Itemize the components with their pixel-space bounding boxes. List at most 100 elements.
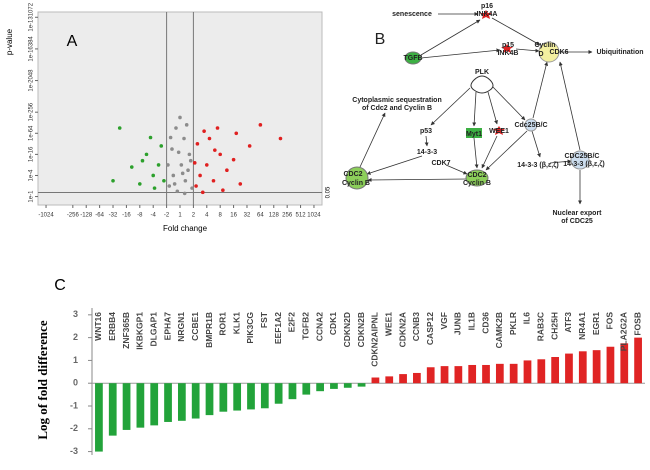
x-tick-label: 1024: [307, 213, 321, 219]
point: [225, 168, 229, 172]
point: [247, 144, 252, 148]
x-tick-label: VGF: [439, 312, 449, 329]
y-tick-label: 1e-131072: [29, 2, 35, 31]
y-tick-label: 3: [73, 309, 78, 319]
bar: [537, 359, 546, 384]
bar: [634, 337, 642, 384]
x-tick-label: -2: [164, 213, 170, 219]
bar: [233, 383, 242, 411]
point: [215, 126, 220, 130]
x-tick-label: KLK1: [231, 312, 241, 334]
node-label: of CDC25: [561, 218, 593, 225]
point: [238, 182, 243, 186]
y-tick-label: 0: [73, 378, 78, 388]
y-axis-title: Log of fold difference: [35, 320, 50, 439]
x-tick-label: CCNA2: [314, 312, 324, 342]
node-label: Cyclin: [534, 42, 555, 49]
bar: [177, 383, 186, 421]
point: [200, 190, 205, 195]
bar: [247, 383, 255, 410]
bar: [150, 383, 159, 426]
point: [187, 152, 192, 157]
bar: [509, 363, 518, 384]
x-tick-label: -16: [122, 213, 131, 219]
y-tick-label: 1e-16384: [29, 36, 35, 62]
x-tick-label: 256: [282, 213, 293, 219]
bar: [620, 343, 629, 384]
x-tick-label: WEE1: [383, 312, 393, 336]
bar: [371, 377, 380, 384]
node-label: Cyclin B: [463, 180, 491, 187]
x-tick-label: -32: [109, 213, 118, 219]
point: [190, 186, 194, 190]
bar: [205, 383, 214, 416]
node-icon: [493, 126, 505, 135]
node-label: D: [538, 51, 543, 58]
point: [174, 126, 178, 130]
node-icon: [524, 118, 538, 132]
x-tick-label: CDKN2AIPNL: [370, 312, 380, 367]
point: [152, 186, 157, 190]
point: [278, 136, 283, 141]
point: [186, 168, 190, 172]
node-icon: [470, 75, 494, 94]
bar: [95, 383, 103, 452]
bar: [440, 366, 449, 384]
x-tick-label: DLGAP1: [148, 312, 158, 347]
point: [188, 158, 193, 163]
point: [194, 184, 198, 188]
y-tick-label: 1: [73, 355, 78, 365]
node-label: Cyclin B: [342, 180, 370, 187]
x-tick-label: 16: [230, 213, 237, 219]
bar: [343, 383, 352, 388]
point: [218, 152, 222, 157]
point: [172, 182, 177, 186]
node-label: CDK6: [549, 49, 568, 56]
bar: [191, 383, 200, 419]
point: [156, 163, 161, 167]
x-tick-label: CH25H: [549, 312, 559, 340]
x-tick-label: FOSB: [632, 312, 642, 336]
x-tick-label: -1024: [38, 213, 54, 219]
x-tick-label: PKLR: [508, 312, 518, 335]
x-tick-label: NR4A1: [577, 312, 587, 340]
x-tick-label: TGFB2: [301, 312, 311, 340]
bar: [260, 383, 269, 409]
x-tick-label: PLA2G2A: [619, 312, 629, 351]
point: [171, 173, 176, 178]
node-label: PLK: [475, 69, 489, 76]
x-tick-label: ZNF365B: [121, 312, 131, 349]
point: [221, 188, 225, 193]
node-label: p16: [481, 3, 493, 10]
x-tick-label: ATF3: [563, 312, 573, 333]
point: [211, 178, 216, 183]
point: [184, 123, 189, 127]
x-tick-label: 512: [296, 213, 307, 219]
bar: [219, 383, 228, 412]
node-label: senescence: [392, 11, 432, 18]
bar: [551, 357, 560, 384]
node-label: TGFB: [403, 55, 422, 62]
bar: [330, 383, 338, 389]
x-tick-label: 4: [205, 213, 209, 219]
x-tick-label: -4: [151, 213, 157, 219]
node-label: Cdc25B/C: [514, 122, 547, 129]
node-label: Ubiquitination: [596, 49, 643, 56]
x-tick-label: FOS: [605, 312, 615, 330]
point: [182, 136, 186, 141]
threshold-label: 0.05: [326, 186, 332, 198]
x-tick-label: 64: [257, 213, 264, 219]
bar: [454, 366, 463, 384]
bar: [274, 383, 283, 404]
bar: [164, 383, 172, 422]
x-tick-label: -64: [95, 213, 104, 219]
x-tick-label: EGR1: [591, 312, 601, 335]
point: [195, 142, 200, 146]
node-label: CDC2: [343, 171, 362, 178]
point: [167, 184, 172, 188]
bar: [288, 383, 297, 400]
x-tick-label: 128: [269, 213, 280, 219]
x-tick-label: IKBKGP1: [135, 312, 145, 350]
point: [258, 123, 263, 127]
